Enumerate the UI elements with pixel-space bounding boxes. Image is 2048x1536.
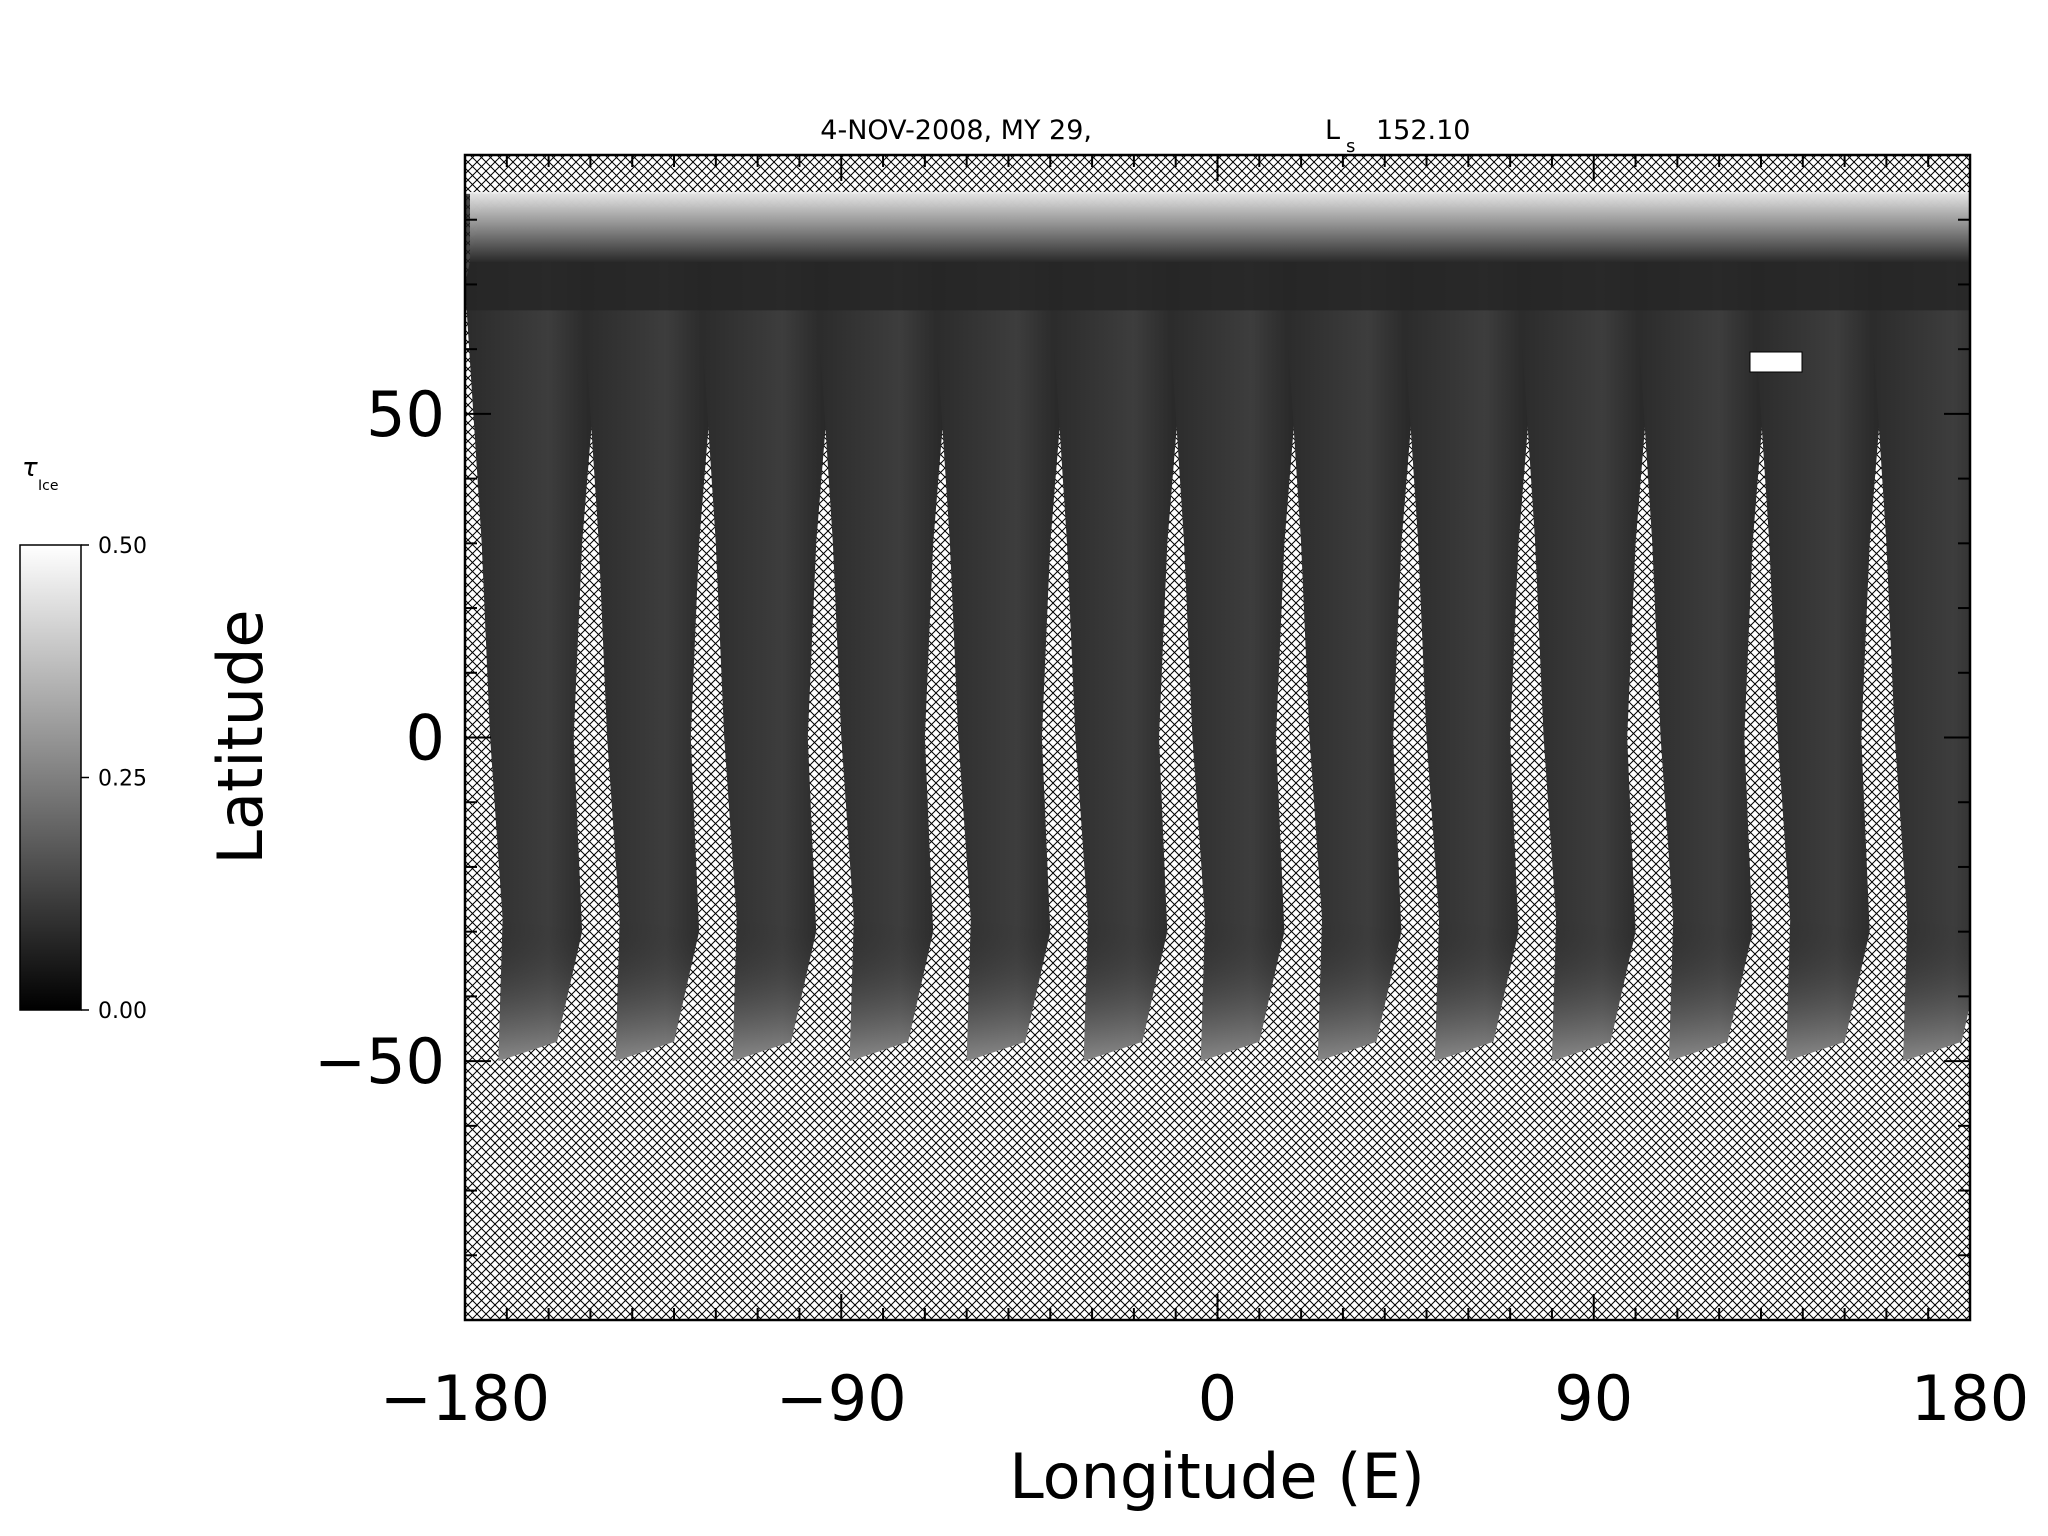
swath-south-ice	[849, 918, 934, 1062]
swath	[933, 206, 1101, 1062]
title-ls-symbol: L	[1325, 115, 1340, 146]
x-axis-label: Longitude (E)	[1009, 1440, 1425, 1513]
swath	[465, 206, 633, 1062]
colorbar-tick-label: 0.25	[98, 767, 147, 792]
swath-south-ice	[498, 918, 583, 1062]
x-tick-labels: −180 −90 0 90 180	[380, 1362, 2029, 1435]
swath-body	[1167, 206, 1335, 1062]
swath-body	[933, 206, 1101, 1062]
swath-south-ice	[1903, 918, 1970, 1062]
axis-ticks	[464, 154, 1971, 1321]
swath-body	[1050, 206, 1218, 1062]
swath-body	[699, 206, 867, 1062]
swath-south-ice	[1317, 918, 1402, 1062]
swath-body	[1752, 206, 1920, 1062]
swath-south-ice	[615, 918, 700, 1062]
colorbar-tick-label: 0.50	[98, 534, 147, 559]
swath	[1869, 206, 1970, 1062]
swath-body	[1635, 206, 1803, 1062]
swath	[1635, 206, 1803, 1062]
title-ls-value: 152.10	[1376, 115, 1470, 146]
swath-body	[1869, 206, 1970, 1062]
swath-south-ice	[1434, 918, 1519, 1062]
swath-south-ice	[966, 918, 1051, 1062]
swath-body	[816, 206, 984, 1062]
north-polar-cap	[470, 192, 1970, 262]
swath-south-ice	[732, 918, 817, 1062]
swath	[1284, 206, 1452, 1062]
swath-body	[1284, 206, 1452, 1062]
colorbar-label-subscript: Ice	[38, 478, 58, 494]
colorbar: τ Ice 0.00 0.25 0.50	[19, 453, 147, 1024]
swath	[1167, 206, 1335, 1062]
x-tick-label: −180	[380, 1362, 550, 1435]
swath	[1401, 206, 1569, 1062]
swath-south-ice	[1786, 918, 1870, 1062]
y-tick-label: −50	[314, 1025, 445, 1098]
swath	[816, 206, 984, 1062]
swath-body	[1401, 206, 1569, 1062]
swath	[1752, 206, 1920, 1062]
swath	[699, 206, 867, 1062]
y-tick-labels: −50 0 50	[314, 378, 445, 1098]
y-axis-label: Latitude	[204, 609, 277, 864]
colorbar-ticks: 0.00 0.25 0.50	[81, 534, 147, 1024]
colorbar-label-symbol: τ	[22, 453, 38, 483]
swath-south-ice	[1200, 918, 1285, 1062]
swath	[1050, 206, 1218, 1062]
missing-data-gap	[1749, 351, 1803, 373]
chart-title: 4-NOV-2008, MY 29, L s 152.10	[820, 115, 1470, 157]
title-ls-subscript: s	[1346, 136, 1355, 157]
swath-south-ice	[1551, 918, 1636, 1062]
y-tick-label: 50	[366, 378, 445, 451]
x-tick-label: 90	[1554, 1362, 1633, 1435]
title-text: 4-NOV-2008, MY 29,	[820, 115, 1092, 146]
colorbar-tick-label: 0.00	[98, 999, 147, 1024]
swath-south-ice	[1669, 918, 1753, 1062]
swath-body	[1518, 206, 1686, 1062]
swath-body	[582, 206, 750, 1062]
x-tick-label: 180	[1911, 1362, 2029, 1435]
swath-south-ice	[1083, 918, 1168, 1062]
colorbar-gradient	[19, 544, 82, 1011]
plot-area	[465, 155, 1970, 1320]
swath	[1518, 206, 1686, 1062]
y-tick-label: 0	[406, 702, 445, 775]
swath-body	[465, 206, 633, 1062]
swath	[582, 206, 750, 1062]
x-tick-label: −90	[776, 1362, 907, 1435]
x-tick-label: 0	[1198, 1362, 1237, 1435]
